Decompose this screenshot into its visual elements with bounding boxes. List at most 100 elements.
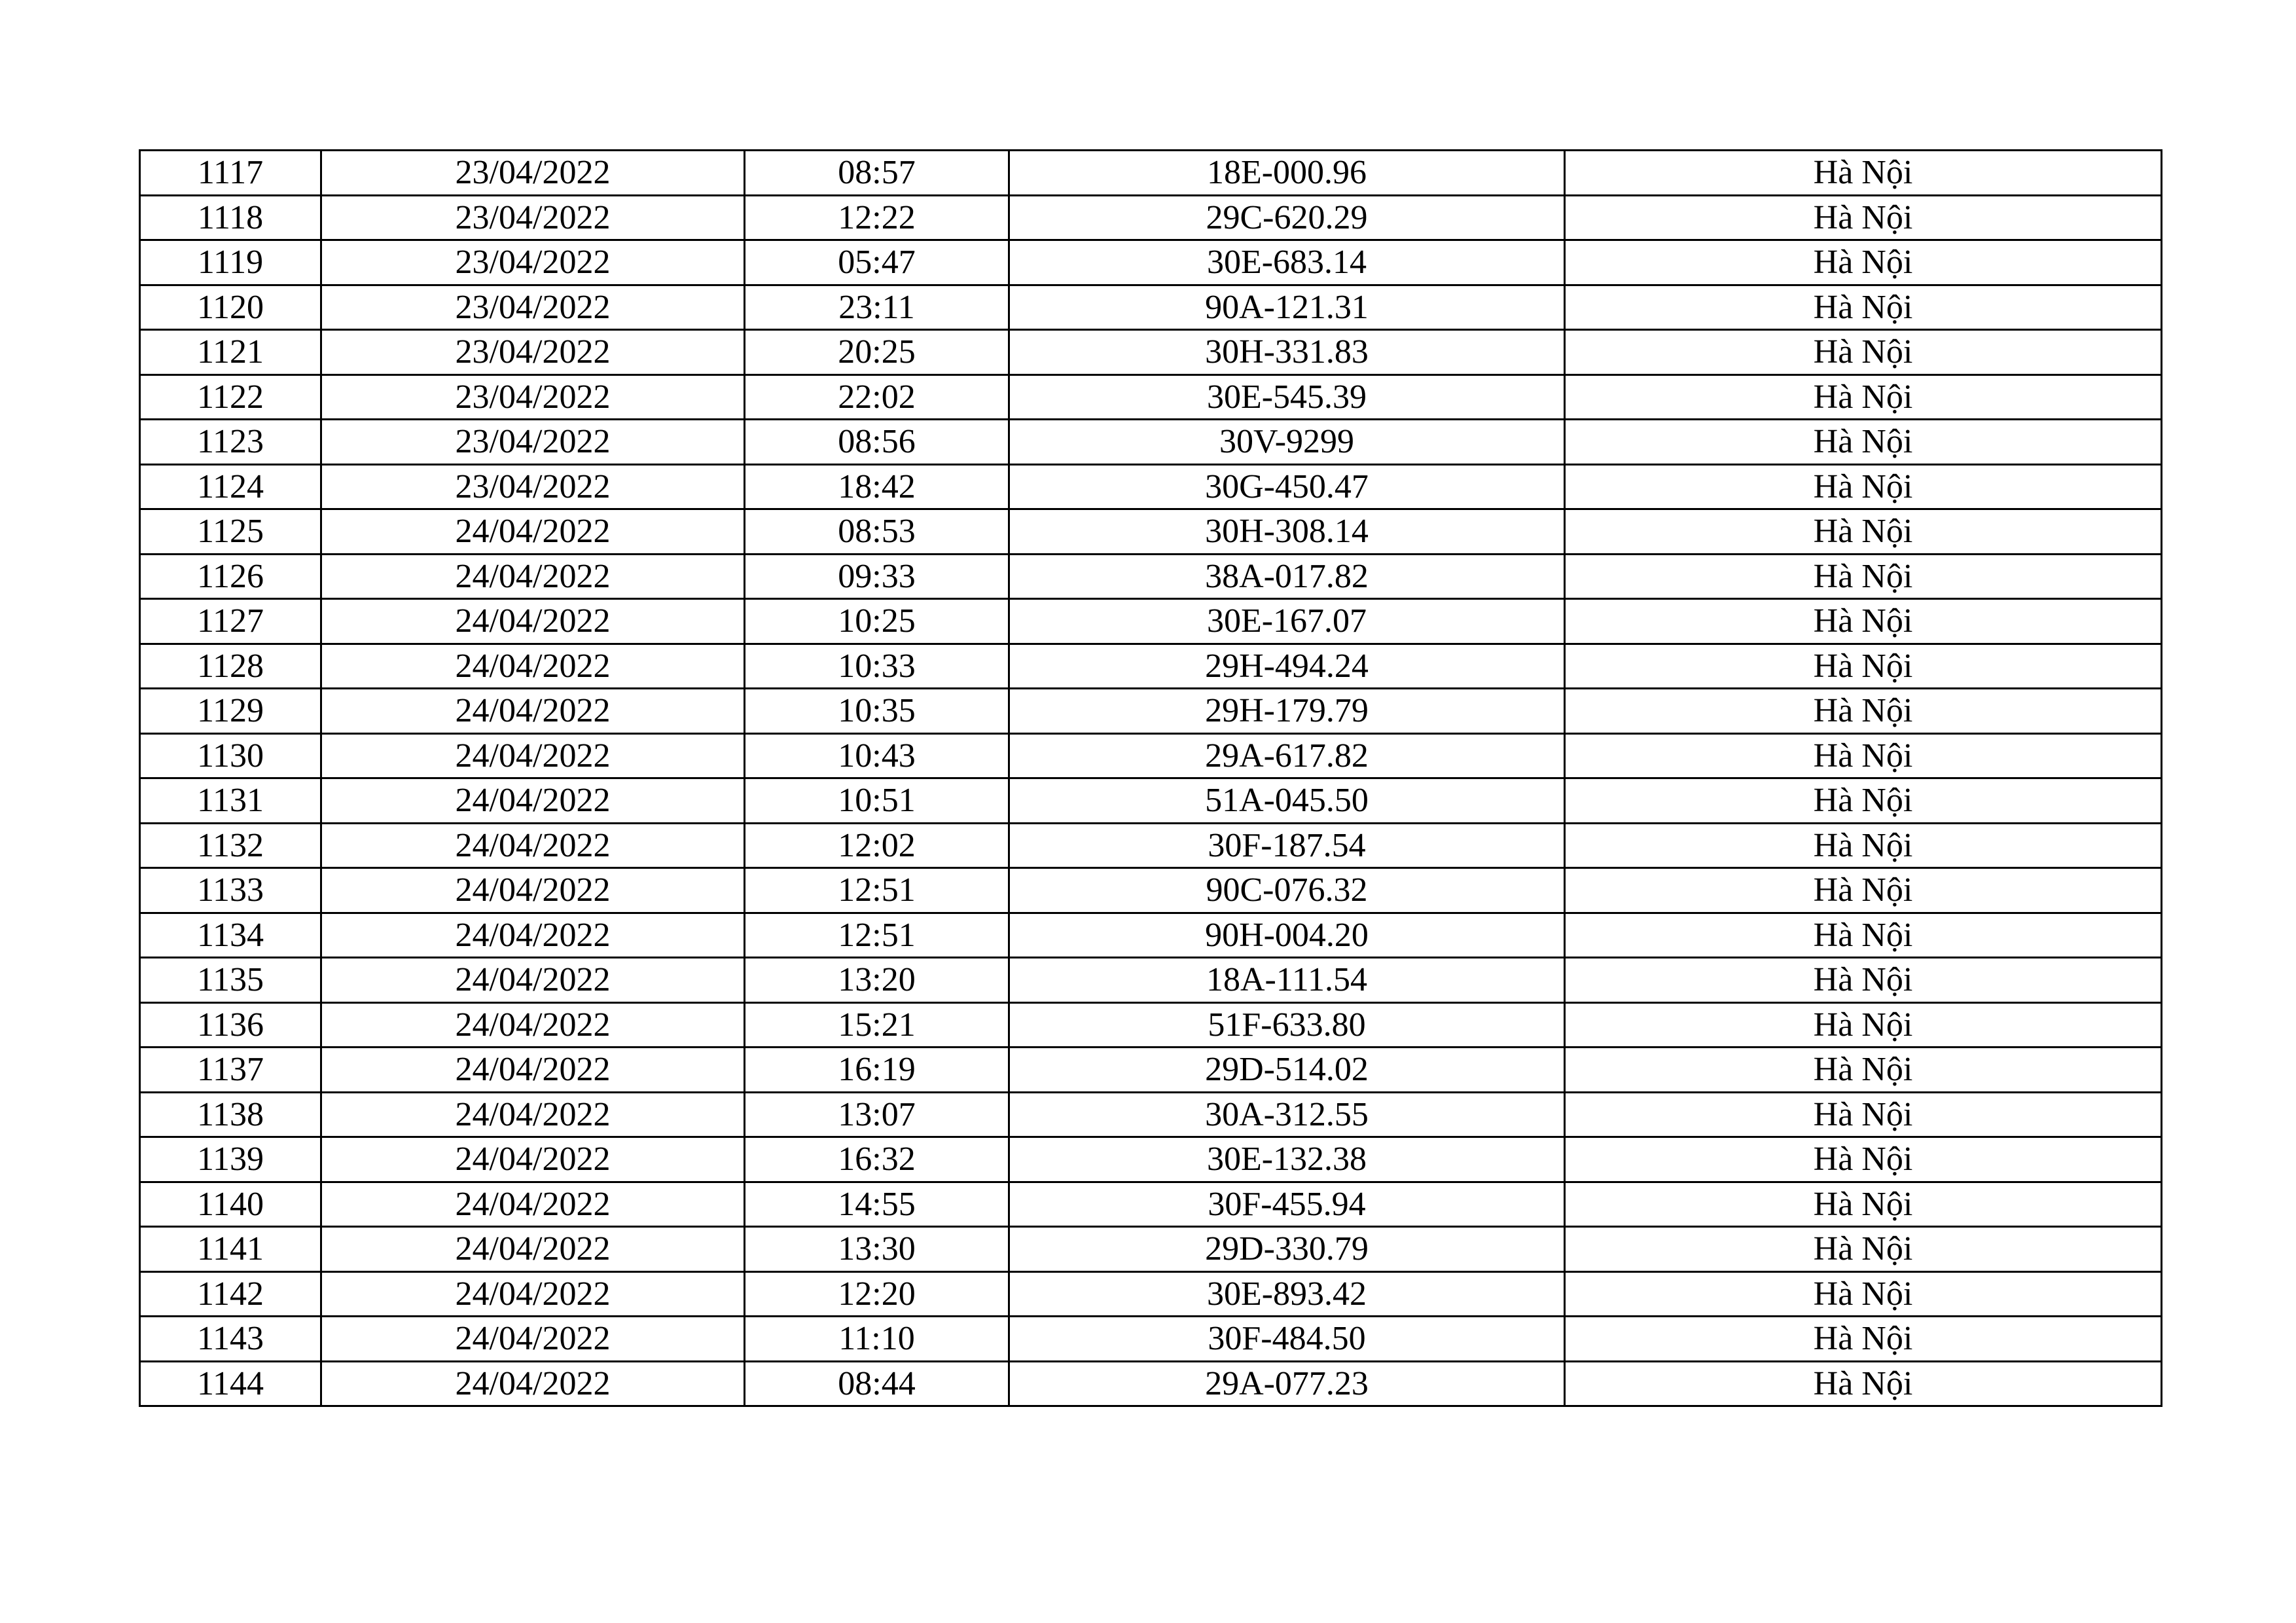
license-plate-cell: 30G-450.47	[1008, 463, 1566, 510]
location-cell: Hà Nội	[1564, 508, 2162, 555]
table-row: 1133 24/04/2022 12:51 90C-076.32 Hà Nội	[139, 867, 2162, 914]
license-plate-cell: 30H-331.83	[1008, 329, 1566, 376]
table-row: 1140 24/04/2022 14:55 30F-455.94 Hà Nội	[139, 1180, 2162, 1228]
row-number-cell: 1117	[139, 149, 322, 196]
license-plate-cell: 51A-045.50	[1008, 777, 1566, 824]
license-plate-cell: 30F-455.94	[1008, 1180, 1566, 1228]
table-body: 1117 23/04/2022 08:57 18E-000.96 Hà Nội 1118 2…	[139, 149, 2162, 1407]
location-cell: Hà Nội	[1564, 1001, 2162, 1048]
date-cell: 24/04/2022	[320, 822, 745, 869]
license-plate-cell: 90H-004.20	[1008, 911, 1566, 958]
license-plate-cell: 29A-077.23	[1008, 1360, 1566, 1407]
license-plate-cell: 29D-514.02	[1008, 1046, 1566, 1093]
location-cell: Hà Nội	[1564, 463, 2162, 510]
license-plate-cell: 18E-000.96	[1008, 149, 1566, 196]
row-number-cell: 1118	[139, 194, 322, 241]
row-number-cell: 1135	[139, 957, 322, 1004]
location-cell: Hà Nội	[1564, 373, 2162, 420]
table-row: 1125 24/04/2022 08:53 30H-308.14 Hà Nội	[139, 508, 2162, 555]
violation-records-table: 1117 23/04/2022 08:57 18E-000.96 Hà Nội 1118 2…	[139, 149, 2162, 1407]
date-cell: 24/04/2022	[320, 1091, 745, 1138]
table-row: 1126 24/04/2022 09:33 38A-017.82 Hà Nội	[139, 553, 2162, 600]
table-row: 1143 24/04/2022 11:10 30F-484.50 Hà Nội	[139, 1315, 2162, 1362]
date-cell: 23/04/2022	[320, 194, 745, 241]
table-row: 1129 24/04/2022 10:35 29H-179.79 Hà Nội	[139, 687, 2162, 735]
location-cell: Hà Nội	[1564, 598, 2162, 645]
row-number-cell: 1142	[139, 1270, 322, 1317]
row-number-cell: 1125	[139, 508, 322, 555]
row-number-cell: 1122	[139, 373, 322, 420]
time-cell: 12:51	[744, 911, 1010, 958]
row-number-cell: 1143	[139, 1315, 322, 1362]
table-row: 1118 23/04/2022 12:22 29C-620.29 Hà Nội	[139, 194, 2162, 241]
location-cell: Hà Nội	[1564, 1180, 2162, 1228]
license-plate-cell: 30E-545.39	[1008, 373, 1566, 420]
table-row: 1135 24/04/2022 13:20 18A-111.54 Hà Nội	[139, 957, 2162, 1004]
license-plate-cell: 30V-9299	[1008, 418, 1566, 465]
table-row: 1134 24/04/2022 12:51 90H-004.20 Hà Nội	[139, 911, 2162, 958]
time-cell: 05:47	[744, 239, 1010, 286]
date-cell: 24/04/2022	[320, 1001, 745, 1048]
time-cell: 10:25	[744, 598, 1010, 645]
location-cell: Hà Nội	[1564, 732, 2162, 779]
time-cell: 13:07	[744, 1091, 1010, 1138]
time-cell: 12:20	[744, 1270, 1010, 1317]
license-plate-cell: 38A-017.82	[1008, 553, 1566, 600]
license-plate-cell: 29C-620.29	[1008, 194, 1566, 241]
location-cell: Hà Nội	[1564, 194, 2162, 241]
location-cell: Hà Nội	[1564, 777, 2162, 824]
license-plate-cell: 30E-683.14	[1008, 239, 1566, 286]
date-cell: 24/04/2022	[320, 1136, 745, 1183]
time-cell: 10:33	[744, 642, 1010, 689]
date-cell: 24/04/2022	[320, 642, 745, 689]
time-cell: 08:56	[744, 418, 1010, 465]
license-plate-cell: 30F-187.54	[1008, 822, 1566, 869]
location-cell: Hà Nội	[1564, 1315, 2162, 1362]
table-row: 1130 24/04/2022 10:43 29A-617.82 Hà Nội	[139, 732, 2162, 779]
row-number-cell: 1131	[139, 777, 322, 824]
time-cell: 14:55	[744, 1180, 1010, 1228]
row-number-cell: 1126	[139, 553, 322, 600]
location-cell: Hà Nội	[1564, 418, 2162, 465]
location-cell: Hà Nội	[1564, 642, 2162, 689]
table-row: 1117 23/04/2022 08:57 18E-000.96 Hà Nội	[139, 149, 2162, 196]
time-cell: 10:43	[744, 732, 1010, 779]
license-plate-cell: 30F-484.50	[1008, 1315, 1566, 1362]
date-cell: 23/04/2022	[320, 463, 745, 510]
date-cell: 24/04/2022	[320, 1270, 745, 1317]
license-plate-cell: 29A-617.82	[1008, 732, 1566, 779]
table-row: 1138 24/04/2022 13:07 30A-312.55 Hà Nội	[139, 1091, 2162, 1138]
date-cell: 24/04/2022	[320, 598, 745, 645]
table-row: 1127 24/04/2022 10:25 30E-167.07 Hà Nội	[139, 598, 2162, 645]
row-number-cell: 1144	[139, 1360, 322, 1407]
table-row: 1124 23/04/2022 18:42 30G-450.47 Hà Nội	[139, 463, 2162, 510]
license-plate-cell: 90A-121.31	[1008, 283, 1566, 331]
row-number-cell: 1124	[139, 463, 322, 510]
date-cell: 24/04/2022	[320, 1226, 745, 1273]
time-cell: 12:51	[744, 867, 1010, 914]
date-cell: 24/04/2022	[320, 957, 745, 1004]
location-cell: Hà Nội	[1564, 911, 2162, 958]
table-row: 1136 24/04/2022 15:21 51F-633.80 Hà Nội	[139, 1001, 2162, 1048]
row-number-cell: 1141	[139, 1226, 322, 1273]
date-cell: 24/04/2022	[320, 777, 745, 824]
location-cell: Hà Nội	[1564, 239, 2162, 286]
date-cell: 24/04/2022	[320, 1315, 745, 1362]
table-row: 1144 24/04/2022 08:44 29A-077.23 Hà Nội	[139, 1360, 2162, 1407]
license-plate-cell: 30H-308.14	[1008, 508, 1566, 555]
table-row: 1131 24/04/2022 10:51 51A-045.50 Hà Nội	[139, 777, 2162, 824]
date-cell: 23/04/2022	[320, 329, 745, 376]
date-cell: 24/04/2022	[320, 553, 745, 600]
time-cell: 13:30	[744, 1226, 1010, 1273]
date-cell: 23/04/2022	[320, 149, 745, 196]
date-cell: 23/04/2022	[320, 418, 745, 465]
location-cell: Hà Nội	[1564, 1091, 2162, 1138]
date-cell: 23/04/2022	[320, 283, 745, 331]
row-number-cell: 1137	[139, 1046, 322, 1093]
location-cell: Hà Nội	[1564, 1360, 2162, 1407]
license-plate-cell: 30E-132.38	[1008, 1136, 1566, 1183]
location-cell: Hà Nội	[1564, 822, 2162, 869]
time-cell: 10:51	[744, 777, 1010, 824]
date-cell: 24/04/2022	[320, 1046, 745, 1093]
location-cell: Hà Nội	[1564, 1136, 2162, 1183]
